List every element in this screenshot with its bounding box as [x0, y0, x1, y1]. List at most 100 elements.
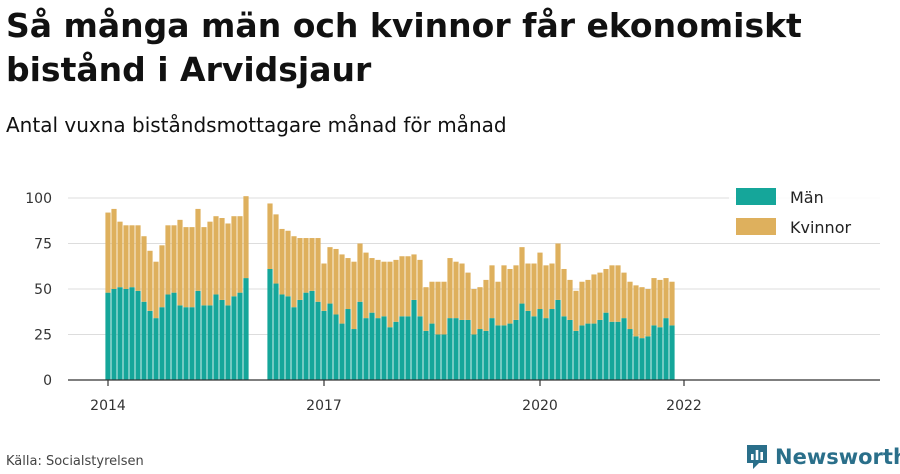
bar-women [105, 212, 111, 293]
bar-men [141, 301, 147, 380]
bar-men [531, 316, 537, 380]
bar-women [123, 225, 129, 289]
bar-men [525, 310, 531, 380]
bar-women [111, 208, 117, 289]
newsworthy-logo-icon [747, 445, 767, 469]
bar-men [513, 319, 519, 380]
x-axis: 2014 2017 2020 2022 [68, 379, 880, 414]
bar-men [333, 314, 339, 380]
bar-women [531, 263, 537, 317]
bar-men [375, 318, 381, 380]
bar-men [315, 301, 321, 380]
bar-men [465, 319, 471, 380]
bar-men [537, 309, 543, 380]
bar-women [615, 265, 621, 322]
bar-men [417, 316, 423, 380]
brand-name: Newsworthy [775, 445, 900, 469]
bar-men [639, 338, 645, 380]
bar-men [381, 316, 387, 380]
bar-women [609, 265, 615, 322]
legend-label-men: Män [790, 188, 824, 207]
bar-men [561, 316, 567, 380]
bar-women [555, 243, 561, 300]
bar-men [579, 325, 585, 380]
bar-women [465, 272, 471, 320]
bar-men [609, 321, 615, 380]
bar-men [267, 268, 273, 380]
bar-women [195, 208, 201, 291]
bar-women [591, 274, 597, 324]
bar-women [297, 238, 303, 300]
bar-men [597, 319, 603, 380]
bar-women [669, 281, 675, 326]
bar-women [561, 268, 567, 317]
bars [105, 196, 675, 380]
bar-women [507, 268, 513, 324]
y-tick-label: 25 [34, 328, 52, 344]
bar-men [507, 323, 513, 380]
bar-men [105, 292, 111, 380]
bar-men [309, 290, 315, 380]
legend: Män Kvinnor [729, 182, 881, 242]
bar-women [519, 247, 525, 304]
bar-men [489, 318, 495, 380]
bar-women [315, 238, 321, 302]
bar-men [219, 299, 225, 380]
bar-men [201, 305, 207, 380]
bar-men [435, 334, 441, 380]
bar-women [141, 236, 147, 302]
bar-women [309, 238, 315, 291]
bar-women [483, 279, 489, 331]
bar-women [489, 265, 495, 319]
bar-women [345, 258, 351, 310]
bar-men [231, 296, 237, 380]
bar-women [147, 250, 153, 311]
bar-men [495, 325, 501, 380]
bar-women [279, 228, 285, 295]
bar-men [123, 289, 129, 380]
bar-women [627, 281, 633, 330]
bar-women [171, 225, 177, 293]
bar-women [399, 256, 405, 317]
bar-women [471, 289, 477, 335]
bar-women [183, 227, 189, 308]
bar-men [477, 329, 483, 380]
bar-women [621, 272, 627, 319]
bar-women [363, 252, 369, 319]
bar-women [135, 225, 141, 291]
bar-men [237, 292, 243, 380]
bar-women [117, 221, 123, 288]
bar-men [279, 294, 285, 380]
bar-men [297, 299, 303, 380]
bar-women [231, 216, 237, 297]
bar-women [285, 230, 291, 297]
bar-men [357, 301, 363, 380]
bar-women [387, 261, 393, 328]
bar-women [501, 265, 507, 326]
legend-swatch-women [736, 218, 776, 235]
bar-women [237, 216, 243, 293]
bar-men [549, 309, 555, 380]
bar-women [639, 287, 645, 339]
bar-men [177, 305, 183, 380]
x-tick-label: 2017 [306, 398, 342, 414]
bar-women [357, 243, 363, 302]
bar-women [663, 278, 669, 319]
bar-men [483, 330, 489, 380]
source-note: Källa: Socialstyrelsen [6, 454, 144, 469]
bar-men [303, 292, 309, 380]
bar-women [201, 227, 207, 306]
bar-men [321, 310, 327, 380]
bar-men [153, 318, 159, 380]
bar-women [603, 268, 609, 313]
bar-men [189, 307, 195, 380]
bar-men [459, 319, 465, 380]
bar-men [273, 283, 279, 380]
bar-women [477, 287, 483, 330]
bar-men [429, 323, 435, 380]
bar-women [645, 289, 651, 337]
bar-women [657, 279, 663, 328]
bar-women [633, 285, 639, 337]
bar-women [333, 248, 339, 315]
